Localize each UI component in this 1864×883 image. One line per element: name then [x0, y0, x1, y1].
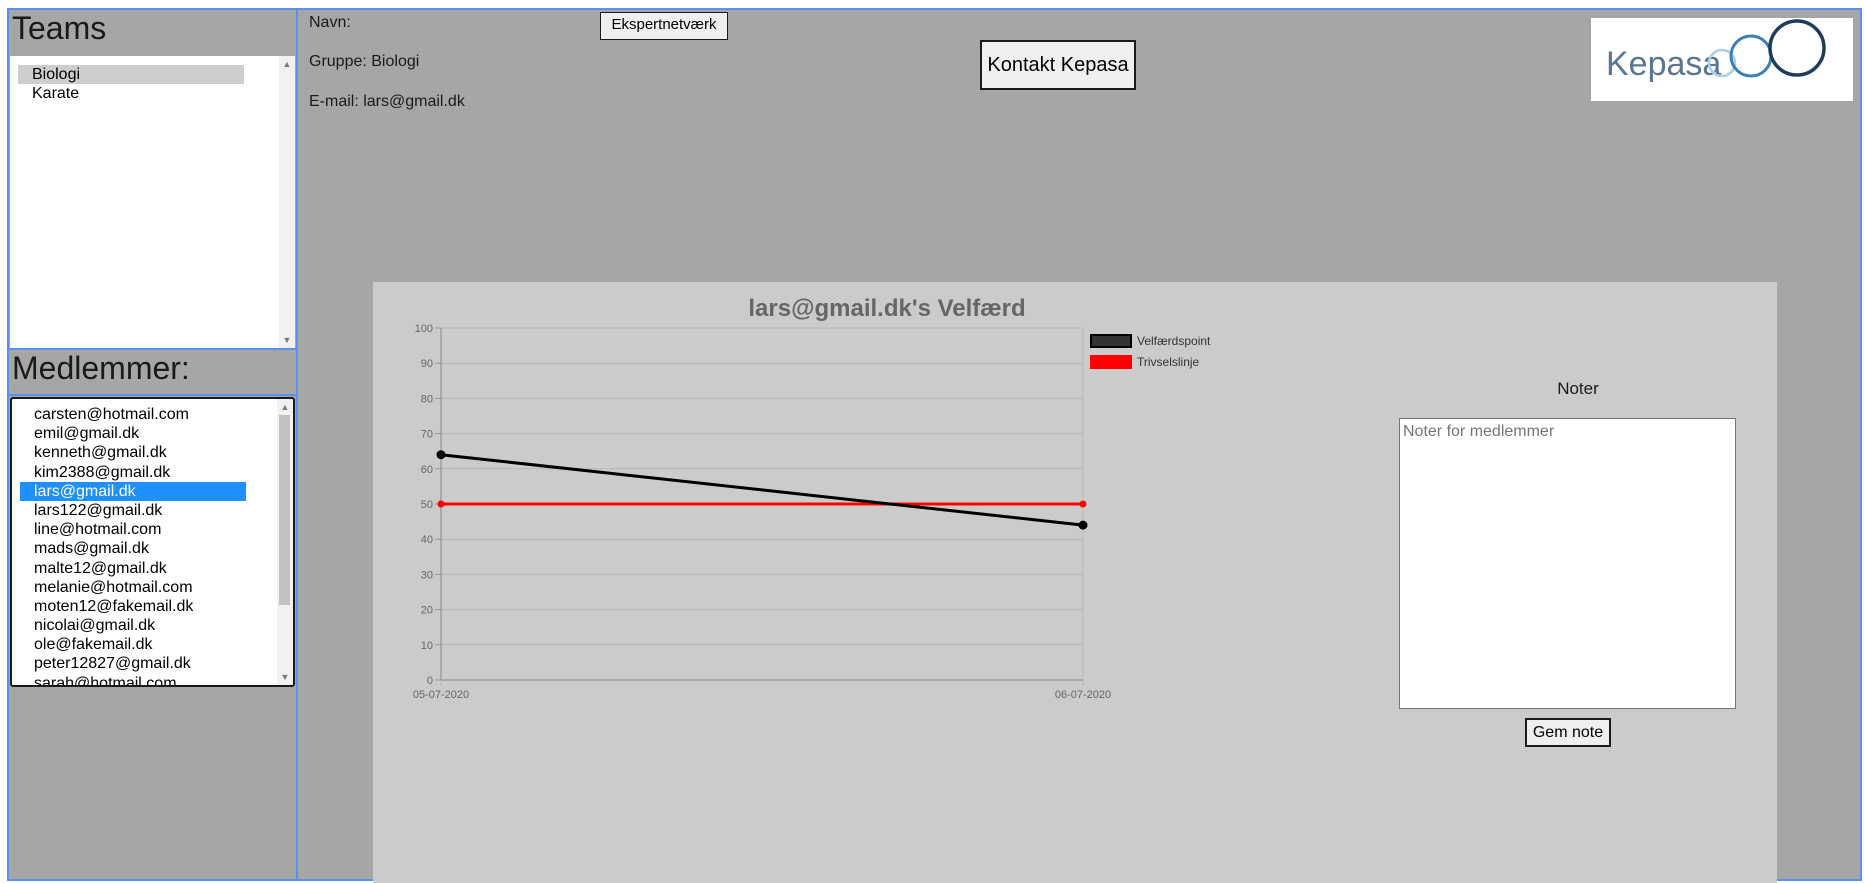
- scrollbar-thumb[interactable]: [279, 415, 290, 605]
- member-list-item[interactable]: peter12827@gmail.dk: [34, 655, 191, 673]
- velfaerd-chart: lars@gmail.dk's Velfærd 0 10 20 30 40 50 60 70 8…: [413, 295, 1111, 701]
- x-tick-label: 06-07-2020: [1055, 689, 1111, 701]
- teams-title: Teams: [12, 10, 107, 46]
- kepasa-logo: Kepasa: [1591, 18, 1853, 101]
- y-tick-label: 40: [421, 534, 433, 546]
- scroll-down-icon[interactable]: ▼: [280, 672, 290, 682]
- left-panel: Teams Biologi Karate ▲ ▼ Medlemmer: carst…: [7, 8, 298, 881]
- team-list-item[interactable]: Karate: [32, 85, 80, 103]
- kepasa-logo-icon: Kepasa: [1606, 19, 1826, 83]
- legend-swatch-velfaerdspoint[interactable]: [1090, 334, 1132, 348]
- legend-label-trivselslinje[interactable]: Trivselslinje: [1137, 355, 1200, 369]
- kontakt-kepasa-button[interactable]: Kontakt Kepasa: [980, 40, 1136, 90]
- y-tick-label: 70: [421, 429, 433, 441]
- scroll-down-icon[interactable]: ▼: [282, 335, 292, 345]
- y-tick-label: 80: [421, 393, 433, 405]
- chart-card: lars@gmail.dk's Velfærd 0 10 20 30 40 50 60 70 8…: [373, 282, 1777, 883]
- member-list-item[interactable]: sarah@hotmail.com: [34, 674, 177, 687]
- y-tick-label: 60: [421, 464, 433, 476]
- data-point-velfaerdspoint[interactable]: [1078, 520, 1088, 530]
- main-panel: Navn: Gruppe: Biologi E-mail: lars@gmail…: [296, 8, 1862, 883]
- sidebar-divider: [9, 394, 296, 396]
- team-list-item[interactable]: Biologi: [18, 65, 244, 85]
- x-tick-label: 05-07-2020: [413, 689, 469, 701]
- member-list-item[interactable]: carsten@hotmail.com: [34, 406, 189, 423]
- legend-label-velfaerdspoint[interactable]: Velfærdspoint: [1137, 334, 1211, 348]
- y-tick-label: 90: [421, 358, 433, 370]
- member-list-item[interactable]: line@hotmail.com: [34, 521, 162, 539]
- data-point-velfaerdspoint[interactable]: [436, 450, 446, 460]
- chart-title: lars@gmail.dk's Velfærd: [748, 295, 1025, 322]
- data-point-trivselslinje[interactable]: [1079, 500, 1087, 508]
- teams-listbox[interactable]: Biologi Karate ▲ ▼: [10, 56, 295, 348]
- y-tick-label: 0: [427, 675, 433, 687]
- notes-title: Noter: [1557, 379, 1599, 398]
- member-list-item[interactable]: emil@gmail.dk: [34, 425, 140, 443]
- scroll-up-icon[interactable]: ▲: [282, 59, 292, 69]
- logo-text: Kepasa: [1606, 45, 1721, 83]
- teams-scrollbar[interactable]: ▲ ▼: [279, 56, 295, 348]
- member-list-item[interactable]: melanie@hotmail.com: [34, 578, 193, 596]
- y-tick-label: 50: [421, 499, 433, 511]
- sidebar-divider: [9, 348, 296, 350]
- y-tick-label: 100: [415, 323, 433, 335]
- member-list-item[interactable]: lars@gmail.dk: [20, 481, 246, 501]
- member-list-item[interactable]: nicolai@gmail.dk: [34, 617, 156, 635]
- notes-textarea[interactable]: Noter for medlemmer: [1399, 418, 1736, 709]
- series-line-velfaerdspoint: [440, 453, 1084, 527]
- gruppe-label: Gruppe: Biologi: [309, 53, 420, 70]
- email-label: E-mail: lars@gmail.dk: [309, 93, 465, 110]
- gem-note-button[interactable]: Gem note: [1525, 718, 1611, 747]
- member-list-item[interactable]: kenneth@gmail.dk: [34, 444, 167, 462]
- member-list-item[interactable]: malte12@gmail.dk: [34, 559, 167, 577]
- members-listbox[interactable]: carsten@hotmail.com emil@gmail.dk kenneth@…: [10, 397, 295, 687]
- y-tick-label: 30: [421, 569, 433, 581]
- ekspertnetvaerk-button[interactable]: Ekspertnetværk: [600, 12, 728, 40]
- members-title: Medlemmer:: [12, 350, 190, 386]
- y-tick-label: 10: [421, 640, 433, 652]
- member-list-item[interactable]: moten12@fakemail.dk: [34, 597, 194, 615]
- data-point-trivselslinje[interactable]: [437, 500, 445, 508]
- member-list-item[interactable]: lars122@gmail.dk: [34, 501, 163, 519]
- y-tick-label: 20: [421, 605, 433, 617]
- members-scrollbar[interactable]: ▲ ▼: [277, 399, 293, 685]
- scroll-up-icon[interactable]: ▲: [280, 402, 290, 412]
- member-list-item[interactable]: kim2388@gmail.dk: [34, 463, 171, 481]
- legend-swatch-trivselslinje[interactable]: [1090, 355, 1132, 369]
- member-list-item[interactable]: ole@fakemail.dk: [34, 636, 153, 654]
- member-list-item[interactable]: mads@gmail.dk: [34, 540, 149, 558]
- navn-label: Navn:: [309, 14, 351, 31]
